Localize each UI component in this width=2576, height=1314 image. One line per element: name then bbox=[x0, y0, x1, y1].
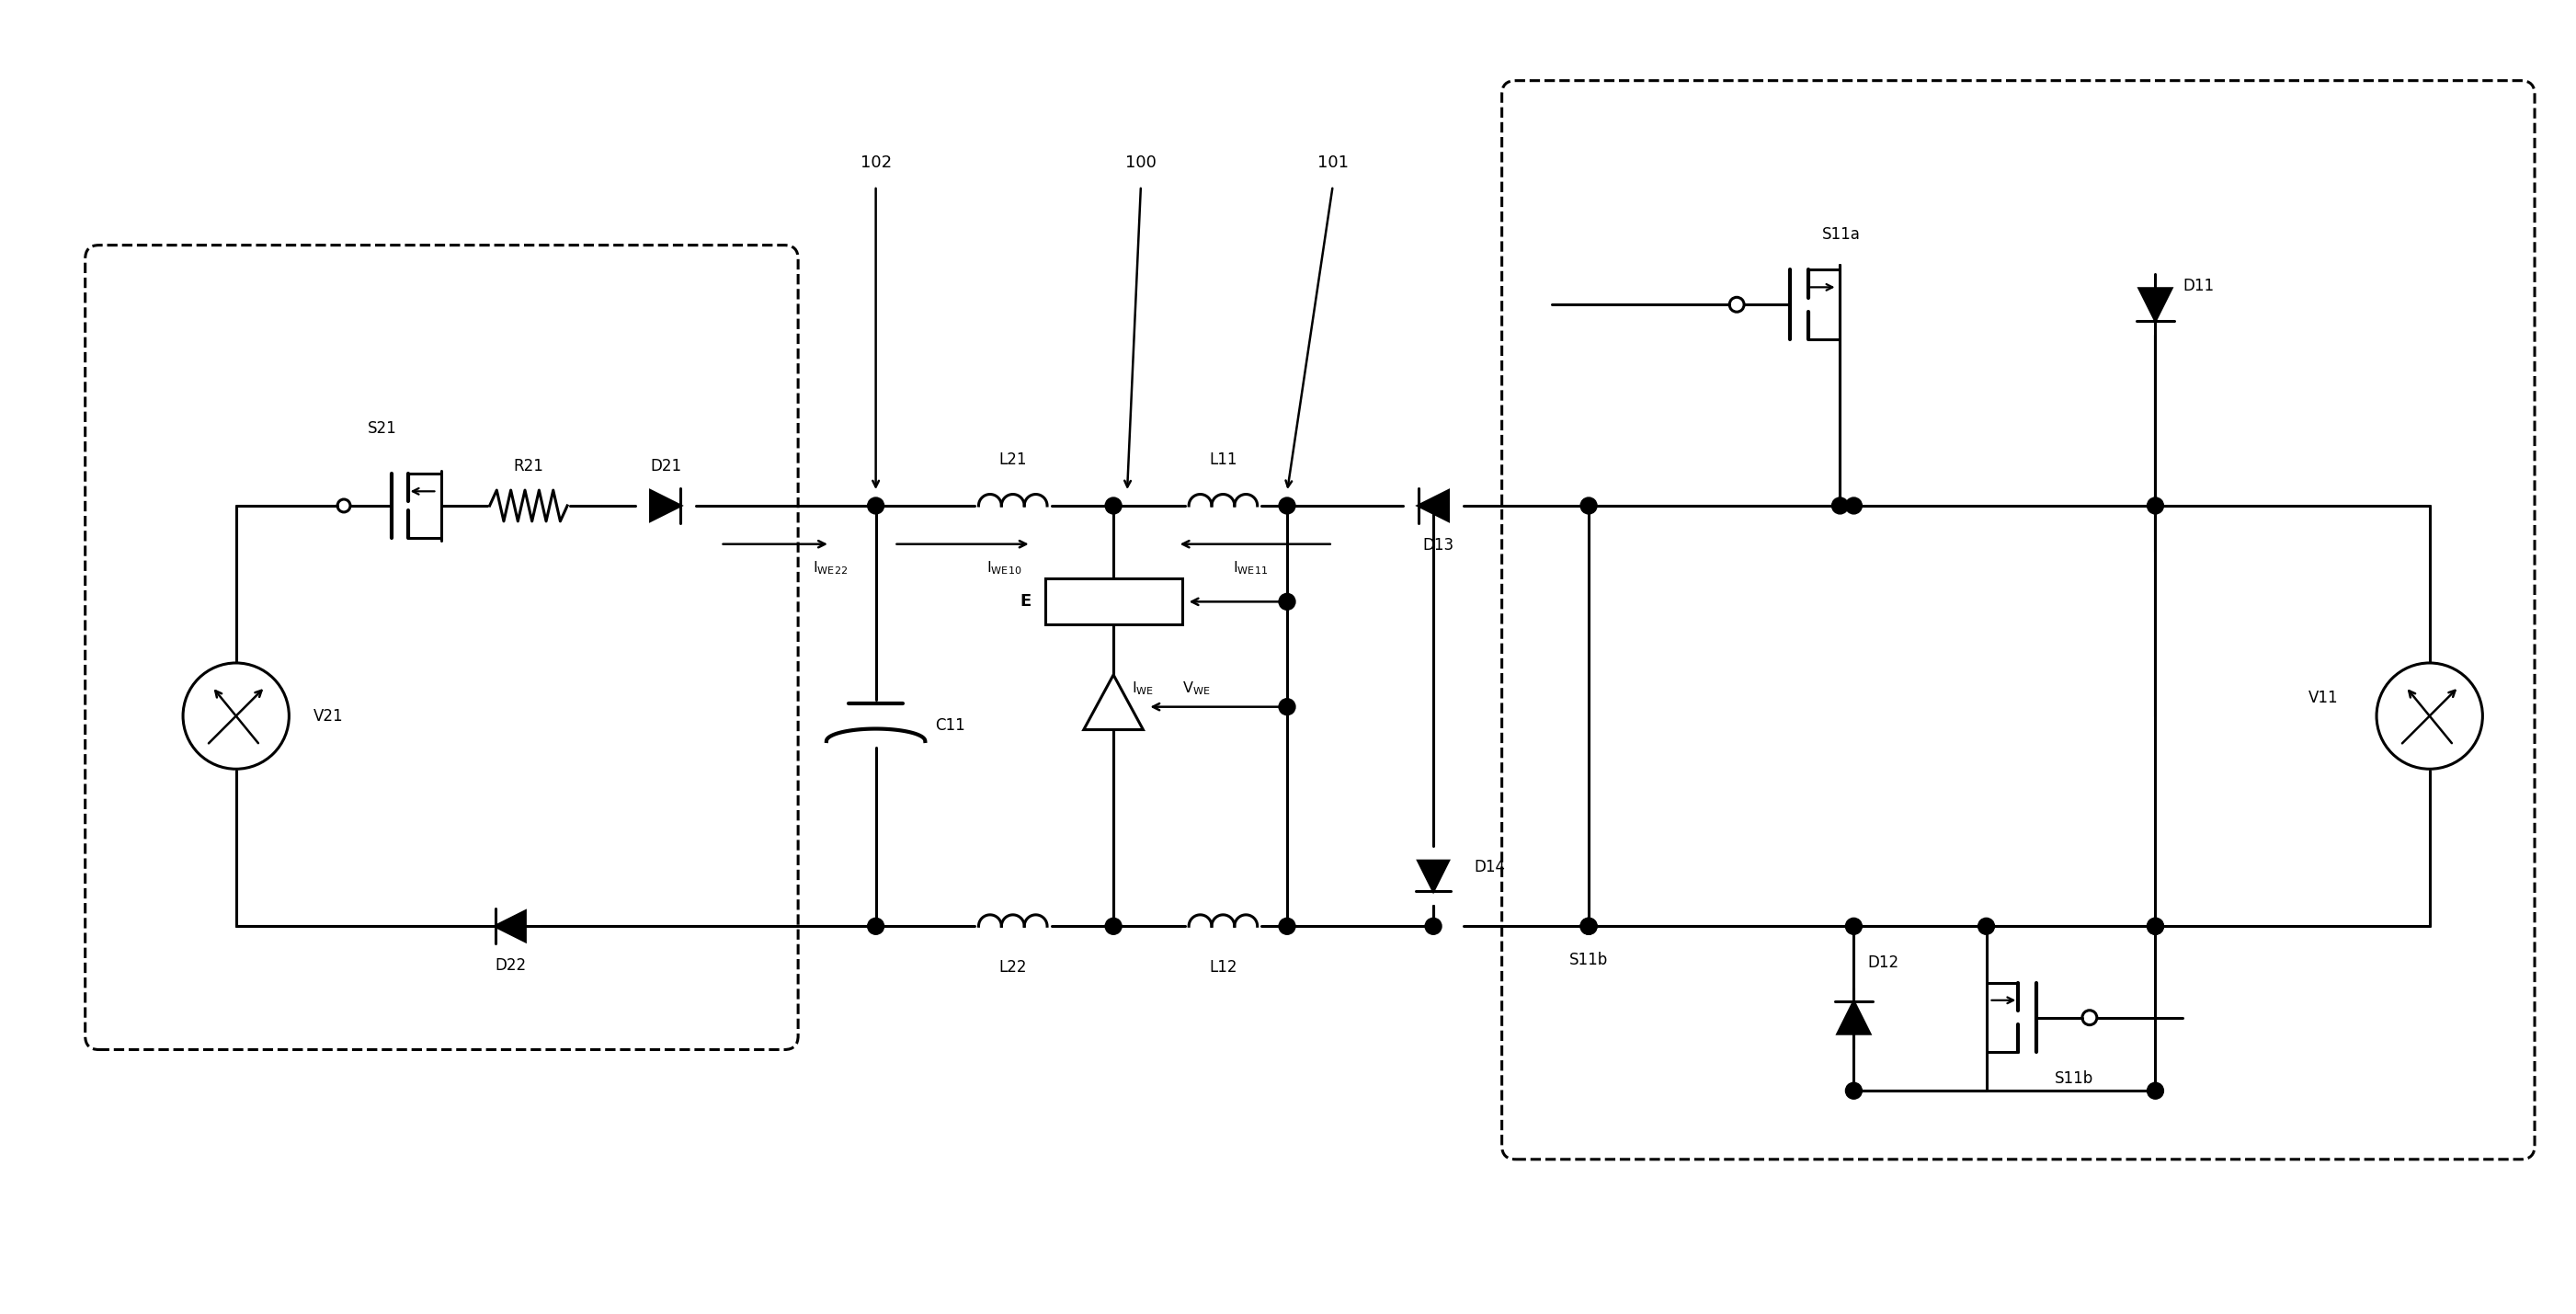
Text: I$_{\rm WE22}$: I$_{\rm WE22}$ bbox=[811, 560, 848, 577]
Text: 101: 101 bbox=[1316, 155, 1347, 171]
Text: D13: D13 bbox=[1422, 536, 1453, 553]
Circle shape bbox=[1844, 498, 1862, 514]
Polygon shape bbox=[2138, 289, 2172, 321]
Circle shape bbox=[1582, 918, 1597, 934]
Circle shape bbox=[2148, 918, 2164, 934]
Text: L22: L22 bbox=[999, 959, 1028, 975]
Text: 100: 100 bbox=[1126, 155, 1157, 171]
Text: C11: C11 bbox=[935, 717, 966, 733]
Text: D21: D21 bbox=[649, 459, 680, 474]
Text: V11: V11 bbox=[2308, 690, 2339, 706]
Circle shape bbox=[1278, 594, 1296, 610]
Polygon shape bbox=[1837, 1001, 1870, 1034]
Circle shape bbox=[1844, 1083, 1862, 1099]
Text: R21: R21 bbox=[513, 459, 544, 474]
Text: S11a: S11a bbox=[1821, 226, 1860, 243]
Circle shape bbox=[1278, 918, 1296, 934]
Circle shape bbox=[1425, 918, 1443, 934]
Polygon shape bbox=[1419, 490, 1448, 520]
Circle shape bbox=[868, 498, 884, 514]
Circle shape bbox=[1978, 918, 1994, 934]
Circle shape bbox=[1105, 918, 1121, 934]
Text: L21: L21 bbox=[999, 452, 1028, 468]
Text: L12: L12 bbox=[1208, 959, 1236, 975]
FancyBboxPatch shape bbox=[1046, 579, 1182, 624]
Circle shape bbox=[1105, 498, 1121, 514]
Text: I$_{\rm WE}$: I$_{\rm WE}$ bbox=[1131, 679, 1154, 698]
Text: D12: D12 bbox=[1868, 954, 1899, 971]
Circle shape bbox=[1278, 699, 1296, 715]
Text: E: E bbox=[1020, 594, 1030, 610]
Text: D14: D14 bbox=[1473, 858, 1507, 875]
Text: S11b: S11b bbox=[1569, 951, 1607, 968]
Circle shape bbox=[1278, 498, 1296, 514]
Circle shape bbox=[2148, 1083, 2164, 1099]
Circle shape bbox=[1832, 498, 1847, 514]
Circle shape bbox=[1582, 498, 1597, 514]
Circle shape bbox=[2148, 918, 2164, 934]
Polygon shape bbox=[652, 490, 680, 520]
Circle shape bbox=[1582, 918, 1597, 934]
Text: V21: V21 bbox=[314, 708, 343, 724]
Circle shape bbox=[868, 918, 884, 934]
Text: D11: D11 bbox=[2182, 279, 2215, 294]
Text: D22: D22 bbox=[495, 957, 526, 974]
Polygon shape bbox=[1084, 675, 1144, 729]
Polygon shape bbox=[495, 911, 526, 941]
Circle shape bbox=[2148, 498, 2164, 514]
Text: S21: S21 bbox=[368, 420, 397, 438]
Text: V$_{\rm WE}$: V$_{\rm WE}$ bbox=[1182, 679, 1211, 698]
Text: 102: 102 bbox=[860, 155, 891, 171]
Polygon shape bbox=[1419, 861, 1448, 891]
Circle shape bbox=[1844, 918, 1862, 934]
Text: I$_{\rm WE10}$: I$_{\rm WE10}$ bbox=[987, 560, 1023, 577]
Text: I$_{\rm WE11}$: I$_{\rm WE11}$ bbox=[1234, 560, 1267, 577]
Text: S11b: S11b bbox=[2056, 1071, 2094, 1087]
Text: L11: L11 bbox=[1208, 452, 1236, 468]
